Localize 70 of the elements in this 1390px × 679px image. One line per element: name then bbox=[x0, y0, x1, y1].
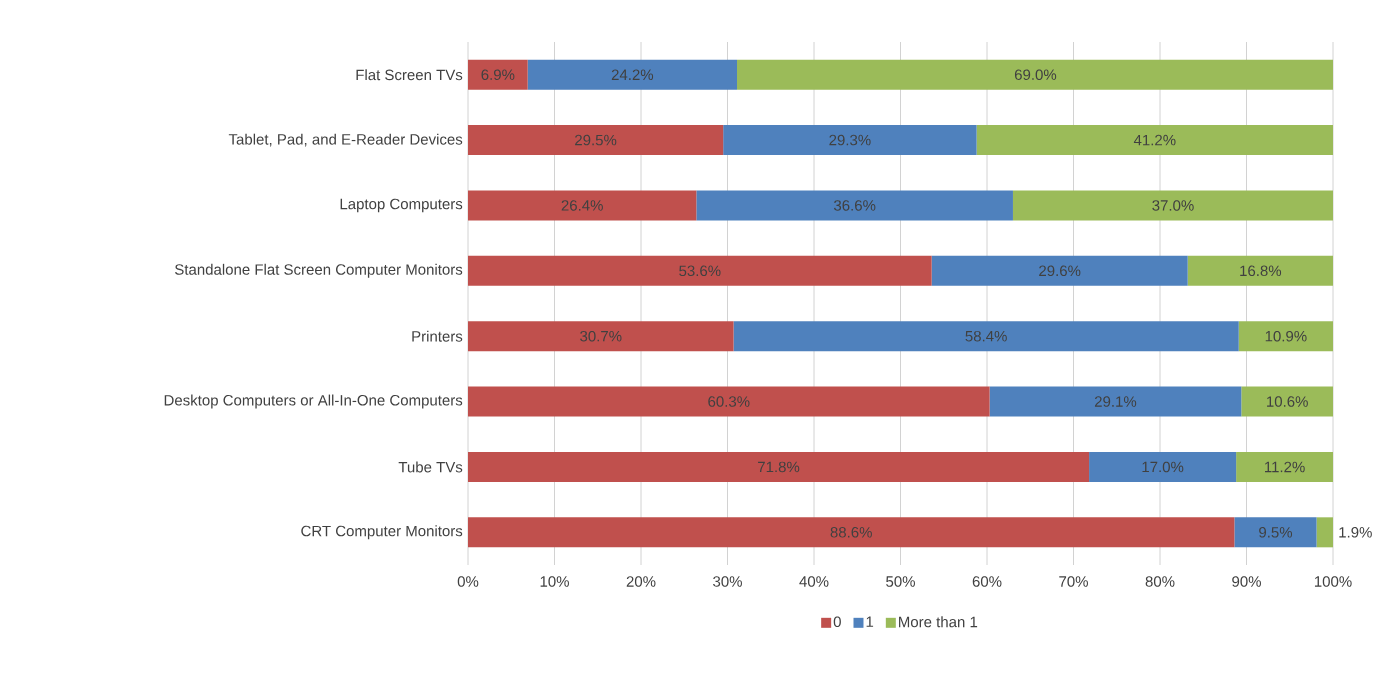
bar bbox=[468, 59, 528, 90]
y-tick-label: Desktop Computers or All-In-One Computers bbox=[164, 394, 463, 409]
bar bbox=[468, 125, 724, 156]
x-tick-label: 90% bbox=[1232, 576, 1261, 587]
bar bbox=[468, 517, 1235, 548]
data-label: 37.0% bbox=[1152, 200, 1194, 211]
bar bbox=[1241, 386, 1334, 417]
bar bbox=[1238, 321, 1334, 352]
y-tick-label: Laptop Computers bbox=[340, 198, 463, 213]
y-tick-label: Tube TVs bbox=[398, 461, 463, 473]
data-label: 41.2% bbox=[1133, 134, 1176, 146]
x-tick-label: 70% bbox=[1059, 576, 1088, 587]
bar bbox=[1187, 255, 1334, 286]
bar bbox=[1012, 190, 1334, 221]
bar bbox=[1234, 517, 1317, 548]
bar bbox=[527, 59, 738, 90]
data-label: 69.0% bbox=[1014, 69, 1057, 80]
bar bbox=[468, 451, 1090, 482]
data-label: 6.9% bbox=[481, 69, 515, 80]
data-label: 29.5% bbox=[575, 134, 617, 146]
data-label: 24.2% bbox=[611, 69, 654, 80]
bar bbox=[468, 321, 734, 352]
legend-label: More than 1 bbox=[899, 616, 978, 628]
data-label: 29.3% bbox=[829, 134, 871, 146]
x-tick-label: 0% bbox=[457, 576, 479, 587]
bar bbox=[468, 386, 990, 417]
x-tick-label: 50% bbox=[886, 576, 915, 587]
data-label: 71.8% bbox=[758, 461, 800, 473]
bar bbox=[737, 59, 1334, 90]
y-tick-label: Standalone Flat Screen Computer Monitors bbox=[175, 263, 463, 278]
data-label: 16.8% bbox=[1240, 265, 1282, 277]
data-label: 1.9% bbox=[1339, 527, 1372, 538]
data-label: 29.1% bbox=[1094, 396, 1137, 407]
bar bbox=[989, 386, 1242, 417]
bar bbox=[1316, 517, 1334, 548]
legend-label: 1 bbox=[866, 616, 874, 627]
bar bbox=[468, 255, 932, 286]
data-label: 36.6% bbox=[833, 200, 876, 211]
bar bbox=[976, 125, 1334, 156]
bar bbox=[1236, 451, 1334, 482]
data-label: 30.7% bbox=[580, 330, 622, 342]
data-label: 58.4% bbox=[965, 330, 1007, 342]
y-tick-label: CRT Computer Monitors bbox=[301, 525, 463, 540]
data-label: 29.6% bbox=[1039, 265, 1081, 277]
x-tick-label: 60% bbox=[972, 576, 1002, 587]
bar bbox=[1089, 451, 1237, 482]
y-tick-label: Flat Screen TVs bbox=[356, 69, 463, 81]
data-label: 26.4% bbox=[561, 200, 603, 211]
data-label: 60.3% bbox=[708, 396, 750, 407]
data-label: 10.6% bbox=[1267, 396, 1308, 407]
y-tick-label: Tablet, Pad, and E-Reader Devices bbox=[228, 133, 463, 147]
legend-label: 0 bbox=[833, 616, 841, 628]
bar bbox=[723, 125, 977, 156]
data-label: 9.5% bbox=[1259, 527, 1293, 538]
data-label: 10.9% bbox=[1265, 330, 1307, 342]
x-tick-label: 20% bbox=[626, 576, 656, 587]
x-tick-label: 30% bbox=[713, 576, 742, 587]
x-tick-label: 100% bbox=[1314, 576, 1352, 587]
bar bbox=[931, 255, 1188, 286]
data-label: 53.6% bbox=[679, 265, 721, 277]
x-tick-label: 80% bbox=[1145, 576, 1175, 587]
data-label: 88.6% bbox=[830, 527, 872, 538]
bar bbox=[733, 321, 1239, 352]
x-tick-label: 40% bbox=[799, 576, 829, 587]
data-label: 17.0% bbox=[1142, 461, 1184, 473]
x-tick-label: 10% bbox=[540, 576, 569, 587]
bar bbox=[468, 190, 697, 221]
data-label: 11.2% bbox=[1265, 461, 1305, 473]
y-tick-label: Printers bbox=[412, 330, 463, 342]
bar bbox=[696, 190, 1013, 221]
